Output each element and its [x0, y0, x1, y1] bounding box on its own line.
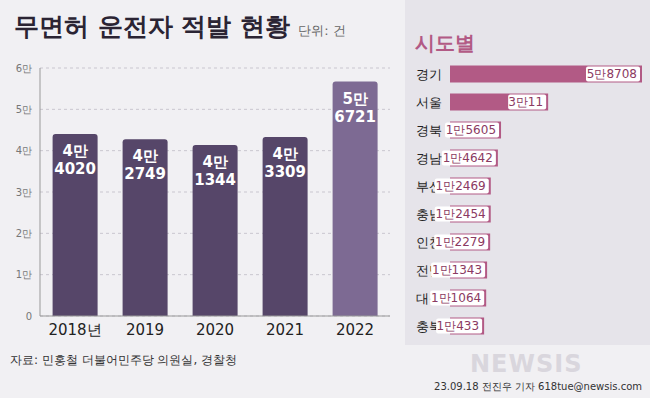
html-text:시도별: 시도별: [415, 31, 475, 55]
html-text:자료: 민홍철 더불어민주당 의원실, 경찰청: 자료: 민홍철 더불어민주당 의원실, 경찰청: [10, 353, 238, 367]
svg-text:4만4020: 4만4020: [54, 142, 96, 178]
svg-text:인천: 인천: [416, 234, 442, 250]
svg-text:2021: 2021: [266, 321, 304, 339]
svg-text:3만: 3만: [16, 187, 32, 198]
svg-text:4만1344: 4만1344: [194, 153, 236, 189]
svg-text:전남: 전남: [416, 262, 442, 278]
svg-text:0: 0: [26, 311, 32, 322]
html-text:무면허 운전자 적발 현황 단위: 건: 무면허 운전자 적발 현황 단위: 건: [14, 12, 346, 41]
svg-text:2022: 2022: [336, 321, 374, 339]
svg-text:1만: 1만: [16, 269, 32, 280]
svg-text:1만1064: 1만1064: [431, 291, 481, 305]
svg-text:경남: 경남: [416, 151, 442, 166]
svg-text:부산: 부산: [416, 178, 442, 194]
svg-text:5만: 5만: [16, 104, 32, 115]
svg-text:1만2454: 1만2454: [436, 207, 486, 221]
svg-text:2만: 2만: [16, 228, 32, 239]
svg-text:6만: 6만: [16, 63, 32, 74]
svg-text:1만5605: 1만5605: [446, 123, 496, 137]
svg-text:경기: 경기: [416, 67, 442, 82]
svg-text:2018년: 2018년: [48, 321, 101, 339]
html-text:NEWSIS: NEWSIS: [470, 350, 583, 378]
svg-text:4만2749: 4만2749: [124, 147, 166, 183]
svg-text:3만11: 3만11: [508, 95, 543, 109]
svg-text:1만1343: 1만1343: [432, 263, 482, 277]
svg-text:1만2469: 1만2469: [436, 179, 486, 193]
svg-text:1만4642: 1만4642: [443, 151, 493, 165]
svg-text:4만3309: 4만3309: [264, 145, 306, 181]
svg-text:2019: 2019: [126, 321, 164, 339]
svg-text:2020: 2020: [196, 321, 234, 339]
svg-text:대구: 대구: [416, 290, 442, 306]
svg-text:4만: 4만: [16, 145, 32, 156]
svg-text:충북: 충북: [416, 318, 442, 334]
svg-text:5만6721: 5만6721: [334, 90, 376, 126]
svg-text:1만433: 1만433: [437, 319, 480, 333]
svg-text:서울: 서울: [416, 95, 442, 110]
svg-text:충남: 충남: [416, 206, 442, 222]
html-text:23.09.18 전진우 기자 618tue@newsis.: 23.09.18 전진우 기자 618tue@newsis.com: [434, 381, 642, 392]
svg-text:5만8708: 5만8708: [587, 67, 637, 81]
svg-text:1만2279: 1만2279: [435, 235, 485, 249]
svg-text:경북: 경북: [416, 123, 442, 138]
